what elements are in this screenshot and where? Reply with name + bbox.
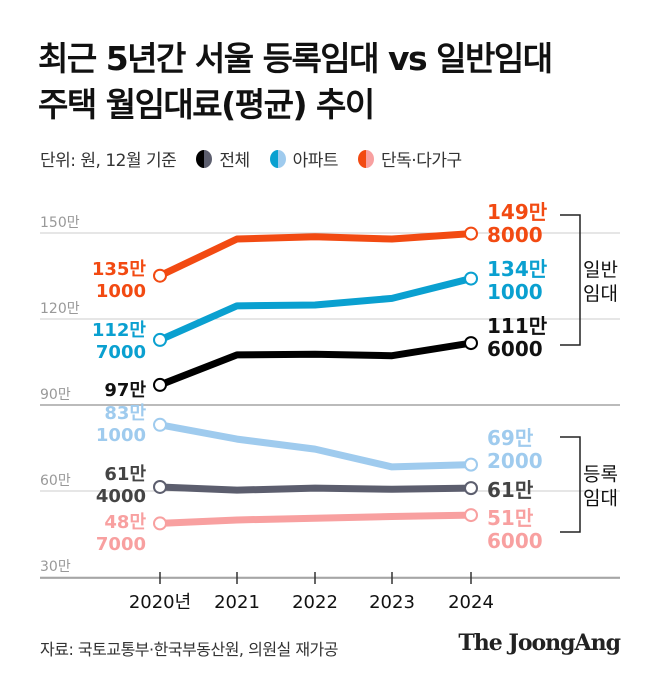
y-tick-label: 90만 (40, 387, 71, 403)
source-note: 자료: 국토교통부·한국부동산원, 의원실 재가공 (40, 640, 339, 659)
group-bracket (560, 436, 581, 533)
start-value-label: 1000 (96, 281, 146, 302)
data-point (464, 336, 478, 351)
x-tick-label: 2020년 (129, 592, 191, 613)
end-value-label: 149만 (487, 200, 548, 224)
data-point (153, 479, 167, 494)
start-value-label: 61만 (104, 464, 146, 485)
legend-dot-icon (358, 149, 375, 168)
group-label: 일반 (583, 259, 618, 281)
data-point (464, 457, 478, 472)
group-bracket (560, 214, 581, 346)
data-point (153, 268, 167, 283)
data-point (153, 417, 167, 432)
data-point (153, 332, 167, 347)
series-line (159, 421, 472, 471)
start-value-label: 83만 (104, 403, 146, 424)
end-value-label: 134만 (487, 257, 548, 281)
chart-title: 최근 5년간 서울 등록임대 vs 일반임대 주택 월임대료(평균) 추이 (38, 36, 553, 128)
x-tick-label: 2022 (292, 592, 338, 613)
x-tick-label: 2021 (214, 592, 260, 613)
y-tick-label: 30만 (40, 559, 71, 575)
group-label: 임대 (583, 488, 618, 510)
y-tick-label: 150만 (40, 215, 80, 231)
data-point (464, 508, 478, 523)
x-tick-label: 2024 (448, 592, 494, 613)
data-point (153, 377, 167, 392)
start-value-label: 4000 (96, 486, 146, 507)
end-value-label: 61만 (487, 478, 534, 502)
data-point (464, 271, 478, 286)
end-value-label: 6000 (487, 337, 543, 361)
end-value-label: 2000 (487, 449, 543, 473)
end-value-label: 8000 (487, 223, 543, 247)
unit-note: 단위: 원, 12월 기준 (40, 151, 177, 171)
legend-item-apartment: 아파트 (269, 146, 339, 171)
start-value-label: 48만 (104, 512, 146, 533)
start-value-label: 7000 (96, 342, 146, 363)
end-value-label: 69만 (487, 426, 534, 450)
data-point (153, 516, 167, 531)
y-tick-label: 60만 (40, 473, 71, 489)
group-label: 임대 (583, 283, 618, 305)
start-value-label: 97만 (104, 380, 146, 401)
group-label: 등록 (583, 464, 618, 486)
end-value-label: 51만 (487, 506, 534, 530)
title-line-1: 최근 5년간 서울 등록임대 vs 일반임대 (38, 39, 553, 78)
series-line (158, 230, 472, 279)
data-point (464, 226, 478, 241)
start-value-label: 7000 (96, 534, 146, 555)
legend-label: 전체 (219, 151, 250, 171)
data-point (464, 481, 478, 496)
start-value-label: 112만 (92, 320, 147, 341)
end-value-label: 6000 (487, 529, 543, 553)
y-tick-label: 120만 (40, 301, 80, 317)
title-line-2: 주택 월임대료(평균) 추이 (38, 85, 375, 124)
end-value-label: 111만 (487, 314, 548, 338)
start-value-label: 1000 (96, 425, 146, 446)
series-line (159, 511, 472, 527)
x-tick-label: 2023 (369, 592, 415, 613)
logo: The JoongAng (458, 630, 621, 656)
legend-dot-icon (269, 149, 286, 168)
series-line (159, 483, 472, 494)
legend: 단위: 원, 12월 기준 전체 아파트 단독·다가구 (40, 146, 462, 171)
legend-dot-icon (196, 149, 213, 168)
series-line (158, 275, 472, 344)
legend-label: 아파트 (292, 151, 339, 171)
legend-item-house: 단독·다가구 (358, 146, 462, 171)
legend-label: 단독·다가구 (381, 151, 462, 171)
start-value-label: 135만 (92, 259, 147, 280)
end-value-label: 1000 (487, 280, 543, 304)
legend-item-total: 전체 (196, 146, 250, 171)
series-line (158, 339, 472, 389)
